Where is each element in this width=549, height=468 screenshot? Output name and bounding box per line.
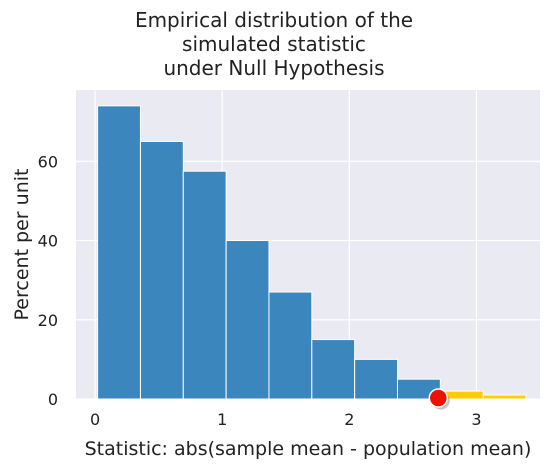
y-tick-label: 40 bbox=[38, 232, 58, 251]
histogram-bar bbox=[97, 105, 141, 400]
chart-title-line: simulated statistic bbox=[182, 32, 366, 56]
y-axis-label: Percent per unit bbox=[11, 169, 33, 321]
histogram-bar bbox=[182, 170, 227, 400]
observed-statistic-dot bbox=[428, 388, 449, 408]
histogram-bar bbox=[354, 358, 398, 400]
highlight-bar bbox=[482, 394, 527, 400]
x-axis-ticks: 0 1 2 3 bbox=[90, 410, 482, 429]
x-tick-label: 2 bbox=[344, 410, 354, 429]
bars bbox=[97, 105, 527, 400]
histogram-bar bbox=[268, 291, 313, 400]
y-axis-ticks: 0 20 40 60 bbox=[38, 152, 58, 409]
x-tick-label: 0 bbox=[90, 410, 100, 429]
histogram-bar bbox=[311, 339, 356, 400]
y-tick-label: 60 bbox=[38, 152, 58, 171]
histogram-bar bbox=[139, 141, 184, 400]
x-tick-label: 3 bbox=[471, 410, 481, 429]
x-axis-label: Statistic: abs(sample mean - population … bbox=[85, 438, 532, 460]
y-tick-label: 0 bbox=[48, 390, 58, 409]
x-tick-label: 1 bbox=[217, 410, 227, 429]
y-tick-label: 20 bbox=[38, 311, 58, 330]
observed-marker bbox=[428, 388, 450, 410]
chart-title-line: Empirical distribution of the bbox=[135, 8, 413, 32]
chart-title-line: under Null Hypothesis bbox=[163, 56, 384, 80]
histogram-bar bbox=[225, 240, 270, 400]
